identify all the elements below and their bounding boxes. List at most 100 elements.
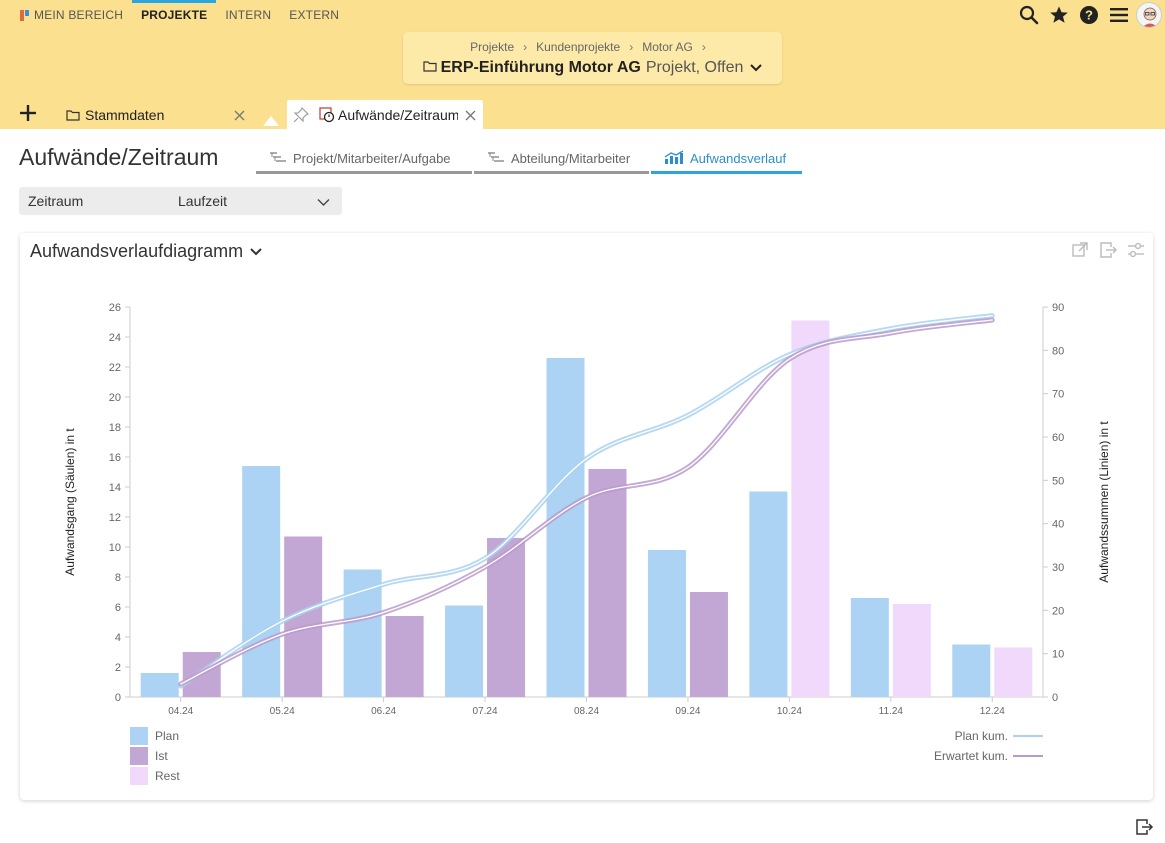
tab-notch	[263, 116, 279, 126]
bar-rest	[791, 320, 830, 697]
legend-swatch	[130, 767, 148, 785]
pin-icon[interactable]	[293, 106, 309, 123]
folder-icon	[422, 59, 437, 77]
subtab-label: Aufwandsverlauf	[690, 151, 787, 166]
menu-icon[interactable]	[1104, 0, 1134, 30]
nav-label: PROJEKTE	[141, 8, 208, 22]
chevron-right-icon: ›	[629, 40, 634, 54]
y-tick-label: 10	[109, 542, 121, 554]
legend-swatch	[130, 727, 148, 745]
subtab-projekt-mitarbeiter-aufgabe[interactable]: Projekt/Mitarbeiter/Aufgabe	[256, 146, 472, 174]
y2-tick-label: 80	[1052, 345, 1064, 357]
export-icon[interactable]	[1099, 241, 1117, 259]
chart-panel: Aufwandsverlaufdiagramm 0 2 4 6 8 10 12 14 16 18 2…	[20, 233, 1153, 800]
tab-stammdaten[interactable]: Stammdaten	[54, 100, 255, 129]
x-tick-label: 12.24	[980, 706, 1005, 717]
bar-plan	[749, 491, 788, 697]
project-title[interactable]: ERP-Einführung Motor AG Projekt, Offen	[403, 59, 782, 77]
y-tick-label: 6	[115, 602, 121, 614]
bar-series	[140, 320, 1033, 697]
nav-label: MEIN BEREICH	[34, 8, 124, 22]
folder-icon	[66, 109, 80, 121]
bar-plan	[546, 358, 585, 697]
bar-rest	[892, 604, 931, 697]
settings-sliders-icon[interactable]	[1127, 241, 1145, 259]
zeitraum-select[interactable]: Laufzeit	[178, 193, 228, 209]
help-icon[interactable]: ?	[1074, 0, 1104, 30]
nav-item-projekte[interactable]: PROJEKTE	[132, 0, 217, 30]
breadcrumb-item[interactable]: Motor AG	[642, 40, 693, 54]
y-tick-label: 16	[109, 452, 121, 464]
y-axis-label: Aufwandsgang (Säulen) in t	[63, 428, 77, 576]
bar-ist	[689, 592, 728, 697]
add-tab-button[interactable]	[13, 101, 43, 125]
bar-plan	[647, 550, 686, 697]
x-tick-label: 05.24	[270, 706, 295, 717]
chart-title[interactable]: Aufwandsverlaufdiagramm	[30, 241, 262, 262]
chevron-down-icon[interactable]	[317, 194, 330, 210]
project-status: Projekt, Offen	[645, 59, 744, 76]
legend-label: Plan kum.	[955, 729, 1008, 743]
subtab-label: Abteilung/Mitarbeiter	[511, 151, 631, 166]
y-tick-label: 14	[109, 482, 121, 494]
page-title: Aufwände/Zeitraum	[19, 144, 219, 170]
zeitraum-filter[interactable]: Zeitraum Laufzeit	[19, 187, 342, 215]
x-tick-label: 09.24	[675, 706, 700, 717]
nav-item-extern[interactable]: EXTERN	[280, 0, 348, 30]
subtab-aufwandsverlauf[interactable]: Aufwandsverlauf	[651, 146, 802, 174]
legend-label: Erwartet kum.	[934, 749, 1008, 763]
legend-label: Ist	[155, 749, 168, 763]
bar-plan	[242, 466, 281, 697]
bar-ist	[385, 616, 424, 697]
y-tick-label: 8	[115, 572, 121, 584]
avatar[interactable]	[1136, 2, 1162, 28]
chart-icon	[664, 150, 684, 167]
legend-label: Plan	[155, 729, 179, 743]
filter-label: Zeitraum	[28, 193, 84, 209]
legend-label: Rest	[155, 769, 180, 783]
search-icon[interactable]	[1014, 0, 1044, 30]
top-header: MEIN BEREICH PROJEKTE INTERN EXTERN ?	[0, 0, 1165, 97]
chevron-down-icon	[250, 247, 262, 256]
x-tick-label: 07.24	[473, 706, 498, 717]
tab-label: Stammdaten	[85, 106, 165, 123]
legend-swatch	[130, 747, 148, 765]
bar-ist	[588, 469, 627, 697]
time-report-icon	[319, 106, 335, 123]
chart-tools	[1071, 241, 1145, 259]
export-icon[interactable]	[1134, 817, 1154, 837]
close-icon[interactable]	[234, 108, 245, 124]
y2-tick-label: 30	[1052, 562, 1064, 574]
y2-tick-label: 50	[1052, 475, 1064, 487]
bar-plan	[140, 673, 179, 697]
x-tick-label: 08.24	[574, 706, 599, 717]
nav-item-intern[interactable]: INTERN	[216, 0, 280, 30]
bar-plan	[445, 605, 484, 697]
breadcrumb-item[interactable]: Kundenprojekte	[536, 40, 621, 54]
chevron-down-icon	[750, 59, 763, 77]
nav-item-mein-bereich[interactable]: MEIN BEREICH	[0, 0, 132, 30]
breadcrumb-item[interactable]: Projekte	[470, 40, 515, 54]
y-tick-label: 24	[109, 332, 121, 344]
y2-tick-label: 40	[1052, 519, 1064, 531]
y-tick-label: 20	[109, 392, 121, 404]
y2-tick-label: 70	[1052, 389, 1064, 401]
y2-tick-label: 20	[1052, 605, 1064, 617]
y-tick-label: 22	[109, 362, 121, 374]
close-icon[interactable]	[465, 108, 476, 124]
y-tick-label: 26	[109, 302, 121, 314]
subtab-abteilung-mitarbeiter[interactable]: Abteilung/Mitarbeiter	[474, 146, 649, 174]
y2-tick-label: 90	[1052, 302, 1064, 314]
nav-label: EXTERN	[289, 8, 340, 22]
tab-aufwaende-zeitraum[interactable]: Aufwände/Zeitraum	[287, 100, 483, 129]
chevron-right-icon: ›	[701, 40, 706, 54]
open-external-icon[interactable]	[1071, 241, 1089, 259]
y2-axis-label: Aufwandssummen (Linien) in t	[1097, 421, 1111, 583]
y-tick-label: 18	[109, 422, 121, 434]
y2-tick-label: 0	[1052, 692, 1058, 704]
star-icon[interactable]	[1044, 0, 1074, 30]
dashboard-icon	[20, 9, 30, 21]
y2-tick-label: 60	[1052, 432, 1064, 444]
breadcrumb-path: Projekte › Kundenprojekte › Motor AG ›	[403, 40, 782, 54]
